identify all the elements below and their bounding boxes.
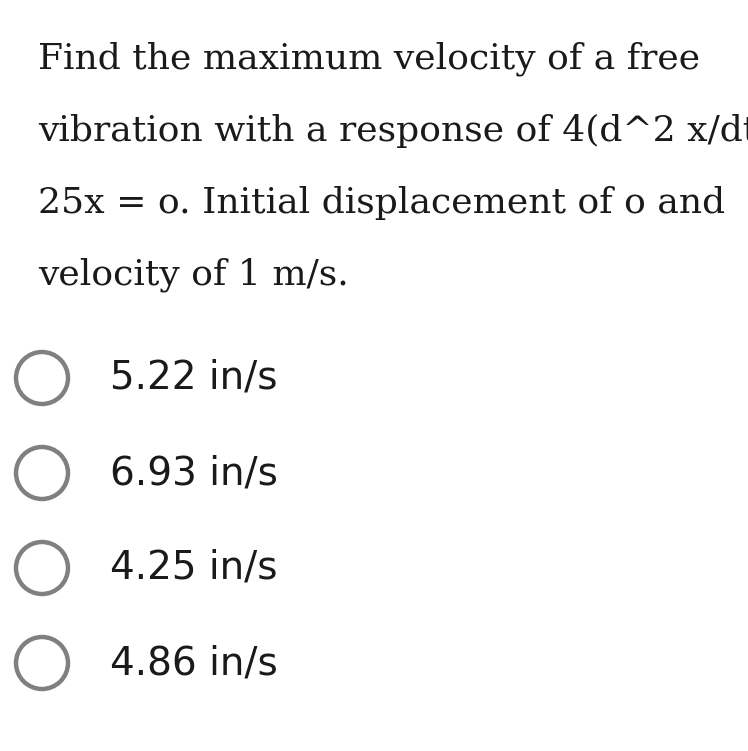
Text: velocity of 1 m/s.: velocity of 1 m/s.: [38, 258, 349, 292]
Text: 25x = o. Initial displacement of o and: 25x = o. Initial displacement of o and: [38, 186, 725, 220]
Text: 5.22 in/s: 5.22 in/s: [110, 359, 278, 397]
Text: 4.25 in/s: 4.25 in/s: [110, 549, 278, 587]
Text: Find the maximum velocity of a free: Find the maximum velocity of a free: [38, 42, 700, 77]
Text: vibration with a response of 4(d^2 x/dt^2) +: vibration with a response of 4(d^2 x/dt^…: [38, 114, 748, 148]
Text: 4.86 in/s: 4.86 in/s: [110, 644, 278, 682]
Text: 6.93 in/s: 6.93 in/s: [110, 454, 278, 492]
